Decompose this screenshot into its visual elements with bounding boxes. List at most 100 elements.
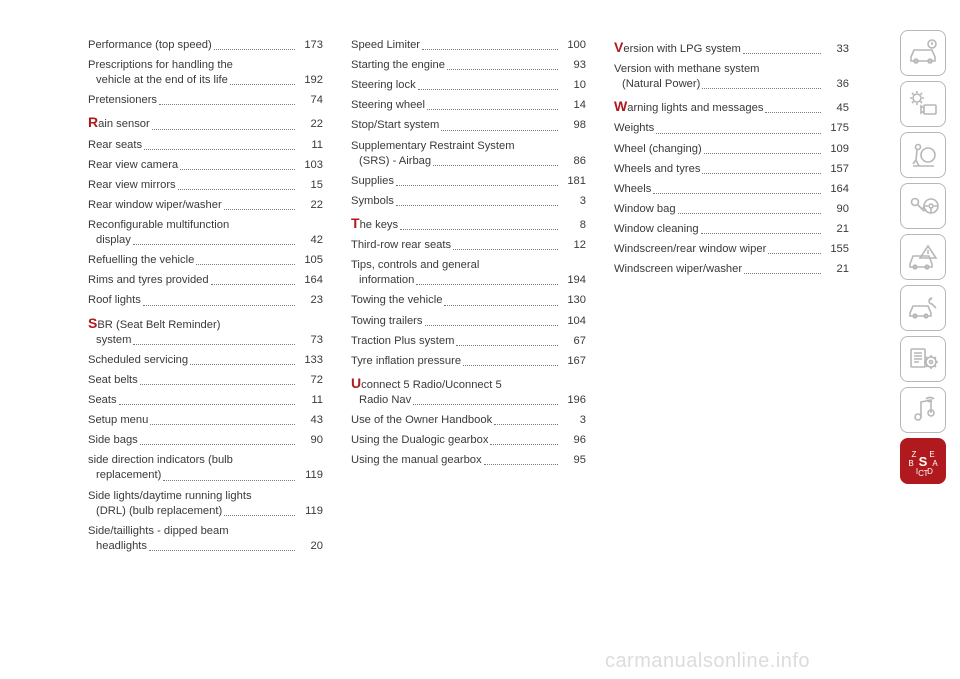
index-entry: Seat belts72 bbox=[88, 373, 323, 388]
index-entry: Steering wheel14 bbox=[351, 98, 586, 113]
index-entry: SBR (Seat Belt Reminder) bbox=[88, 314, 323, 333]
index-label: (DRL) (bulb replacement) bbox=[88, 504, 222, 519]
section-tabs-sidebar: S Z E B A I D C T bbox=[900, 0, 960, 679]
index-label: Tyre inflation pressure bbox=[351, 354, 461, 369]
index-entry-cont: Radio Nav 196 bbox=[351, 393, 586, 408]
index-column-1: Performance (top speed)173Prescriptions … bbox=[88, 38, 323, 659]
index-page-number: 45 bbox=[823, 101, 849, 116]
index-page-number: 11 bbox=[297, 138, 323, 153]
index-page-number: 67 bbox=[560, 334, 586, 349]
index-label: display bbox=[88, 233, 131, 248]
index-label: Setup menu bbox=[88, 413, 148, 428]
tab-index[interactable]: S Z E B A I D C T bbox=[900, 438, 946, 484]
tab-lights[interactable] bbox=[900, 81, 946, 127]
index-page-number: 33 bbox=[823, 42, 849, 57]
tab-key-wheel[interactable] bbox=[900, 183, 946, 229]
tab-airbag[interactable] bbox=[900, 132, 946, 178]
index-label: Side/taillights - dipped beam bbox=[88, 524, 229, 539]
index-entry: Windscreen wiper/washer21 bbox=[614, 262, 849, 277]
index-label: Rear view mirrors bbox=[88, 178, 176, 193]
index-page-number: 175 bbox=[823, 121, 849, 136]
tab-specs[interactable] bbox=[900, 336, 946, 382]
tab-media[interactable] bbox=[900, 387, 946, 433]
index-page-number: 130 bbox=[560, 293, 586, 308]
index-entry: Wheel (changing)109 bbox=[614, 142, 849, 157]
index-entry: Towing trailers104 bbox=[351, 314, 586, 329]
index-entry: Rear window wiper/washer22 bbox=[88, 198, 323, 213]
index-label: information bbox=[351, 273, 414, 288]
index-label: Symbols bbox=[351, 194, 394, 209]
index-label: Supplies bbox=[351, 174, 394, 189]
index-page-number: 21 bbox=[823, 222, 849, 237]
index-page-number: 23 bbox=[297, 293, 323, 308]
index-label: Window bag bbox=[614, 202, 676, 217]
index-label: Third-row rear seats bbox=[351, 238, 451, 253]
index-entry: Wheels164 bbox=[614, 182, 849, 197]
index-page-number: 181 bbox=[560, 174, 586, 189]
svg-text:B: B bbox=[908, 459, 913, 468]
index-entry: Starting the engine93 bbox=[351, 58, 586, 73]
index-entry-cont: (SRS) - Airbag86 bbox=[351, 154, 586, 169]
index-entry: Windscreen/rear window wiper155 bbox=[614, 242, 849, 257]
tab-warning[interactable] bbox=[900, 234, 946, 280]
index-label: Steering lock bbox=[351, 78, 416, 93]
index-label: replacement) bbox=[88, 468, 161, 483]
index-column-3: Version with LPG system33Version with me… bbox=[614, 38, 849, 659]
index-entry: Roof lights 23 bbox=[88, 293, 323, 308]
index-page-number: 196 bbox=[560, 393, 586, 408]
index-label: Rims and tyres provided bbox=[88, 273, 209, 288]
index-label: Rain sensor bbox=[88, 113, 150, 132]
index-label: Side lights/daytime running lights bbox=[88, 489, 252, 504]
index-label: Version with LPG system bbox=[614, 38, 741, 57]
index-label: Wheel (changing) bbox=[614, 142, 702, 157]
index-label: Starting the engine bbox=[351, 58, 445, 73]
index-label: Radio Nav bbox=[351, 393, 411, 408]
index-page-number: 105 bbox=[297, 253, 323, 268]
index-label: The keys bbox=[351, 214, 398, 233]
index-entry: Stop/Start system98 bbox=[351, 118, 586, 133]
index-entry: Using the manual gearbox95 bbox=[351, 453, 586, 468]
index-label: Reconfigurable multifunction bbox=[88, 218, 229, 233]
index-entry-cont: replacement)119 bbox=[88, 468, 323, 483]
index-entry: Version with LPG system 33 bbox=[614, 38, 849, 57]
index-label: Traction Plus system bbox=[351, 334, 454, 349]
svg-text:T: T bbox=[924, 469, 929, 478]
index-entry: Side lights/daytime running lights bbox=[88, 489, 323, 504]
index-page-number: 3 bbox=[560, 194, 586, 209]
index-label: Tips, controls and general bbox=[351, 258, 479, 273]
index-entry: Warning lights and messages45 bbox=[614, 97, 849, 116]
index-entry: Third-row rear seats 12 bbox=[351, 238, 586, 253]
index-entry: Uconnect 5 Radio/Uconnect 5 bbox=[351, 374, 586, 393]
index-page-number: 194 bbox=[560, 273, 586, 288]
index-entry: Setup menu43 bbox=[88, 413, 323, 428]
index-entry: Steering lock10 bbox=[351, 78, 586, 93]
index-entry: Refuelling the vehicle105 bbox=[88, 253, 323, 268]
index-label: Seat belts bbox=[88, 373, 138, 388]
index-page-number: 14 bbox=[560, 98, 586, 113]
index-label: system bbox=[88, 333, 131, 348]
index-label: Speed Limiter bbox=[351, 38, 420, 53]
index-entry: Seats11 bbox=[88, 393, 323, 408]
index-page-number: 133 bbox=[297, 353, 323, 368]
tab-info-car[interactable] bbox=[900, 30, 946, 76]
index-label: Prescriptions for handling the bbox=[88, 58, 233, 73]
index-label: Roof lights bbox=[88, 293, 141, 308]
index-page-number: 12 bbox=[560, 238, 586, 253]
watermark: carmanualsonline.info bbox=[605, 650, 810, 673]
index-page-number: 3 bbox=[560, 413, 586, 428]
index-label: Scheduled servicing bbox=[88, 353, 188, 368]
index-entry: Pretensioners74 bbox=[88, 93, 323, 108]
index-label: Towing the vehicle bbox=[351, 293, 442, 308]
index-label: side direction indicators (bulb bbox=[88, 453, 233, 468]
index-entry: Window bag90 bbox=[614, 202, 849, 217]
index-entry: Towing the vehicle 130 bbox=[351, 293, 586, 308]
index-label: Windscreen wiper/washer bbox=[614, 262, 742, 277]
index-page-number: 119 bbox=[297, 504, 323, 519]
index-entry: Supplies 181 bbox=[351, 174, 586, 189]
index-entry: Reconfigurable multifunction bbox=[88, 218, 323, 233]
index-entry: Tyre inflation pressure167 bbox=[351, 354, 586, 369]
index-entry: Window cleaning21 bbox=[614, 222, 849, 237]
index-entry: Prescriptions for handling the bbox=[88, 58, 323, 73]
tab-service[interactable] bbox=[900, 285, 946, 331]
index-label: Performance (top speed) bbox=[88, 38, 212, 53]
